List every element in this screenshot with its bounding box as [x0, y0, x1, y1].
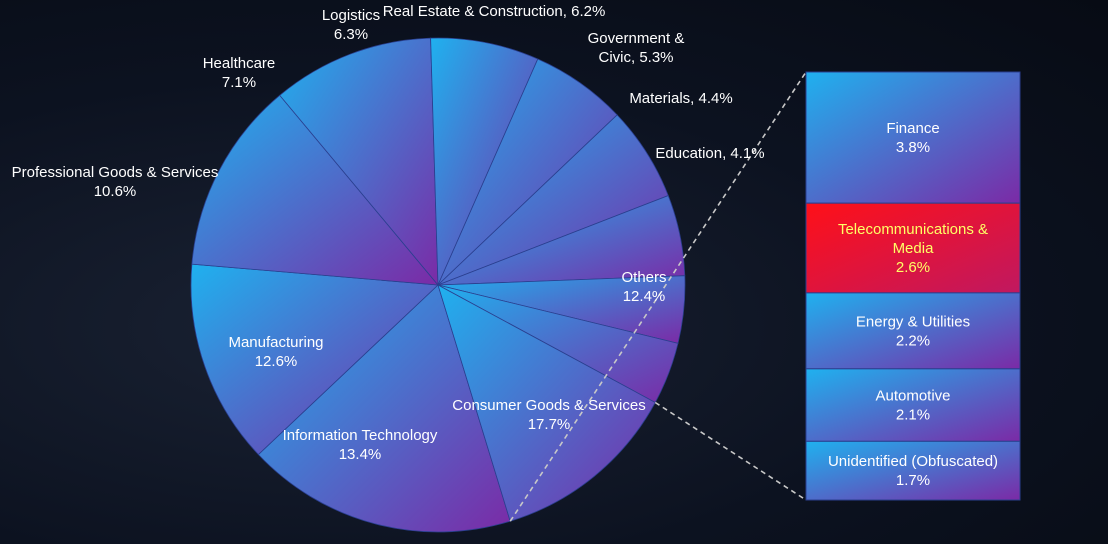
slice-label-information-technology: Information Technology 13.4%	[283, 427, 438, 463]
slice-label-manufacturing: Manufacturing 12.6%	[228, 334, 323, 370]
slice-labels: Consumer Goods & Services 17.7% Informatio…	[12, 3, 765, 463]
connector-line-bottom	[654, 401, 807, 501]
slice-label-professional-goods-services: Professional Goods & Services 10.6%	[12, 164, 219, 200]
connector-lines	[509, 71, 807, 522]
others-breakdown-bar: Finance 3.8% Telecommunications & Media 2.6%…	[805, 71, 1021, 501]
slice-label-education: Education, 4.1%	[655, 145, 764, 162]
bar-segment-finance	[805, 71, 1021, 204]
bar-segment-automotive	[805, 368, 1021, 442]
bar-label-automotive: Automotive 2.1%	[875, 388, 950, 424]
pie-slice-healthcare	[430, 37, 539, 286]
slice-label-others: Others 12.4%	[621, 269, 666, 305]
bar-label-unidentified-obfuscated: Unidentified (Obfuscated) 1.7%	[828, 453, 998, 489]
bar-label-energy-utilities: Energy & Utilities 2.2%	[856, 313, 970, 349]
slice-label-materials: Materials, 4.4%	[629, 90, 732, 107]
pie-slice-others	[437, 284, 656, 522]
pie-slice-professional-goods-services	[279, 37, 439, 287]
slice-label-government-civic: Government & Civic, 5.3%	[588, 30, 685, 66]
bar-label-finance: Finance 3.8%	[886, 120, 939, 156]
slice-label-healthcare: Healthcare 7.1%	[203, 55, 276, 91]
bar-label-telecommunications-media: Telecommunications & Media 2.6%	[838, 221, 988, 276]
pie	[190, 37, 686, 533]
pie-slice-information-technology	[190, 263, 439, 456]
pie-slice-consumer-goods-services	[257, 284, 511, 533]
bar-segment-telecommunications-media	[805, 202, 1021, 294]
pie-slice-manufacturing	[191, 94, 439, 286]
slice-label-logistics: Logistics 6.3%	[322, 7, 380, 43]
slice-label-consumer-goods-services: Consumer Goods & Services 17.7%	[452, 397, 645, 433]
bar-segment-unidentified-obfuscated	[805, 440, 1021, 501]
bar-segment-energy-utilities	[805, 292, 1021, 370]
slice-label-real-estate-construction: Real Estate & Construction, 6.2%	[383, 3, 606, 20]
